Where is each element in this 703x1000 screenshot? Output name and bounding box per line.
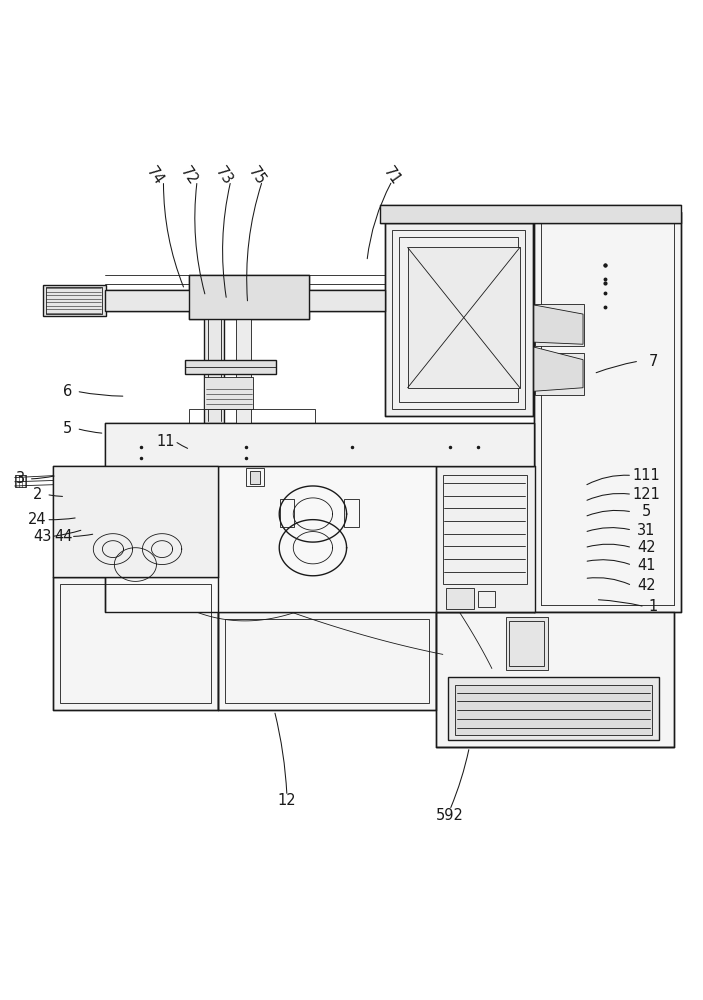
Bar bbox=[75, 489, 197, 507]
Bar bbox=[67, 480, 204, 565]
Text: 75: 75 bbox=[245, 164, 269, 188]
Bar bbox=[280, 499, 294, 527]
Text: 3: 3 bbox=[15, 471, 25, 486]
Text: 5: 5 bbox=[642, 504, 651, 519]
Bar bbox=[204, 316, 224, 423]
Text: 5: 5 bbox=[63, 421, 72, 436]
Text: 24: 24 bbox=[28, 512, 46, 527]
Text: 2: 2 bbox=[32, 487, 42, 502]
Text: 71: 71 bbox=[381, 164, 404, 188]
Bar bbox=[399, 237, 519, 402]
Polygon shape bbox=[534, 212, 681, 612]
Bar bbox=[236, 319, 251, 423]
Bar bbox=[443, 475, 527, 584]
Polygon shape bbox=[105, 466, 534, 612]
Polygon shape bbox=[534, 347, 583, 391]
Bar bbox=[535, 353, 584, 395]
Text: 11: 11 bbox=[156, 434, 175, 449]
Bar bbox=[535, 304, 584, 346]
Bar bbox=[510, 621, 544, 666]
Bar bbox=[43, 285, 106, 316]
Text: 44: 44 bbox=[55, 529, 73, 544]
Polygon shape bbox=[408, 247, 520, 388]
Bar bbox=[184, 360, 276, 374]
Bar bbox=[246, 468, 264, 486]
Polygon shape bbox=[385, 223, 532, 416]
Bar bbox=[449, 677, 659, 740]
Bar bbox=[392, 230, 526, 409]
Polygon shape bbox=[534, 305, 583, 344]
Bar bbox=[506, 617, 548, 670]
Bar bbox=[60, 584, 211, 703]
Text: 592: 592 bbox=[436, 808, 464, 823]
Text: 12: 12 bbox=[278, 793, 296, 808]
Bar bbox=[204, 377, 253, 409]
Text: 42: 42 bbox=[637, 578, 655, 593]
Text: 42: 42 bbox=[637, 540, 655, 555]
Bar bbox=[478, 591, 496, 607]
Bar bbox=[267, 286, 295, 311]
Bar bbox=[75, 512, 197, 529]
Polygon shape bbox=[53, 466, 218, 577]
Text: 41: 41 bbox=[637, 558, 655, 573]
Text: 73: 73 bbox=[212, 164, 236, 188]
Bar bbox=[344, 499, 359, 527]
Text: 43: 43 bbox=[34, 529, 52, 544]
Bar bbox=[456, 685, 652, 735]
Text: 72: 72 bbox=[177, 164, 200, 188]
Text: 6: 6 bbox=[63, 384, 72, 399]
Text: 1: 1 bbox=[649, 599, 658, 614]
Polygon shape bbox=[105, 423, 534, 466]
Polygon shape bbox=[436, 612, 674, 747]
Polygon shape bbox=[218, 612, 436, 710]
Polygon shape bbox=[436, 466, 535, 612]
Polygon shape bbox=[105, 290, 385, 311]
Bar bbox=[225, 619, 429, 703]
Polygon shape bbox=[53, 577, 218, 710]
Bar bbox=[15, 475, 26, 487]
Bar bbox=[188, 409, 315, 423]
Text: 7: 7 bbox=[648, 354, 658, 369]
Polygon shape bbox=[380, 205, 681, 223]
Polygon shape bbox=[188, 275, 309, 319]
Text: 121: 121 bbox=[632, 487, 660, 502]
Bar bbox=[46, 287, 103, 314]
Text: 111: 111 bbox=[632, 468, 660, 483]
Bar bbox=[250, 471, 260, 484]
Bar bbox=[233, 286, 262, 311]
Bar bbox=[60, 473, 211, 570]
Bar bbox=[446, 588, 475, 609]
Text: 74: 74 bbox=[143, 164, 167, 188]
Text: 31: 31 bbox=[637, 523, 655, 538]
Bar bbox=[200, 286, 228, 311]
Bar bbox=[193, 281, 302, 316]
